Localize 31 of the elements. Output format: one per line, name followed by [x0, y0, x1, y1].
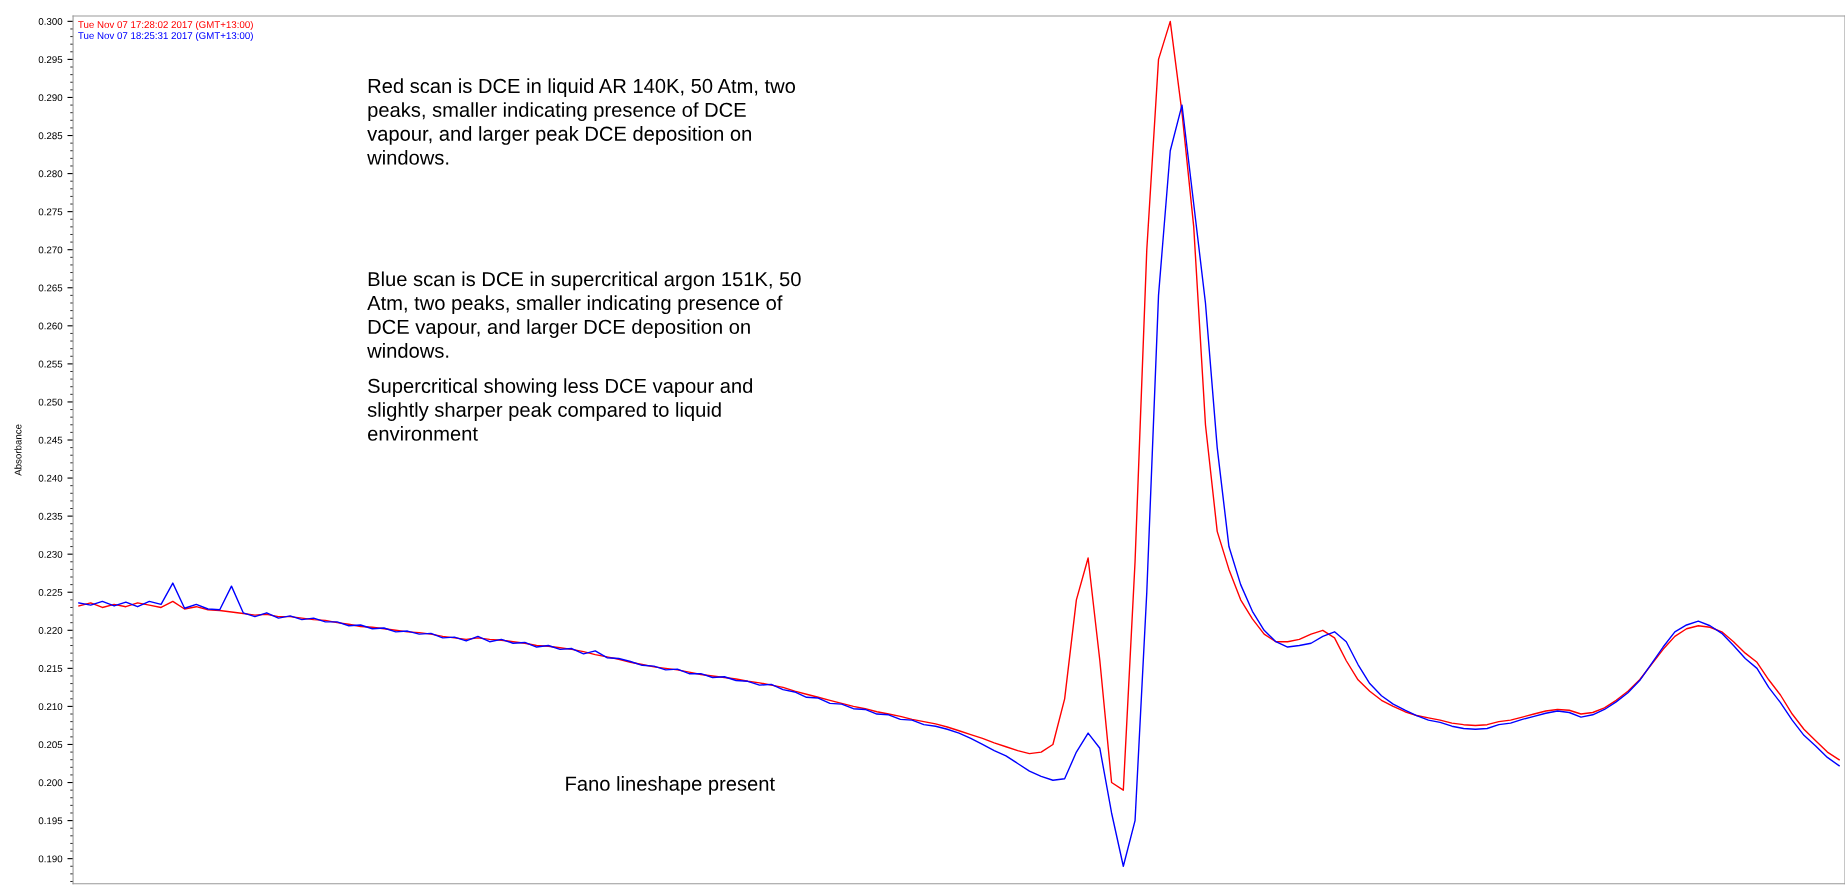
y-tick-label: 0.250	[38, 398, 63, 406]
text: Tue Nov 07 18:25:31 2017 (GMT+13:00)	[78, 31, 253, 41]
y-tick-label: 0.200	[38, 779, 63, 787]
y-tick-label: 0.300	[38, 18, 63, 25]
y-tick-label: 0.265	[38, 284, 63, 292]
y-tick-label: 0.240	[38, 474, 63, 482]
y-tick-label: 0.295	[38, 56, 63, 64]
line-series	[78, 104, 1840, 867]
y-tick-label: 0.260	[38, 322, 63, 330]
y-tick-label: 0.215	[38, 665, 63, 672]
y-axis-title: Absorbance	[14, 424, 22, 476]
annotation: Supercritical showing less DCE vapour and slightly sharper peak compared to liquid environment	[367, 378, 753, 441]
y-tick-label: 0.210	[38, 703, 63, 711]
y-tick-label: 0.225	[38, 588, 63, 596]
annotation: Blue scan is DCE in supercritical argon 151K, 50 Atm, two peaks, smaller indicating presence of DCE vapour, and larger DCE deposition on windows.	[367, 271, 801, 358]
y-tick-label: 0.205	[38, 741, 63, 749]
y-tick-label: 0.285	[38, 132, 63, 140]
y-tick-label: 0.255	[38, 360, 63, 368]
y-tick-label: 0.290	[38, 94, 63, 102]
annotation: Red scan is DCE in liquid AR 140K, 50 Atm, two peaks, smaller indicating presence of DCE vapour, and larger peak DCE deposition on windows.	[367, 78, 796, 165]
y-tick-label: 0.280	[38, 170, 63, 178]
y-tick-label: 0.220	[38, 627, 63, 634]
y-tick-label: 0.275	[38, 208, 63, 216]
y-tick-label: 0.270	[38, 246, 63, 254]
y-tick-label: 0.195	[38, 817, 63, 825]
y-tick-label: 0.235	[38, 512, 63, 520]
y-tick-label: 0.245	[38, 436, 63, 444]
text: Tue Nov 07 17:28:02 2017 (GMT+13:00)	[78, 20, 253, 30]
y-tick-label: 0.230	[38, 550, 63, 558]
annotation: Fano lineshape present	[566, 776, 775, 795]
y-tick-label: 0.190	[38, 855, 63, 863]
